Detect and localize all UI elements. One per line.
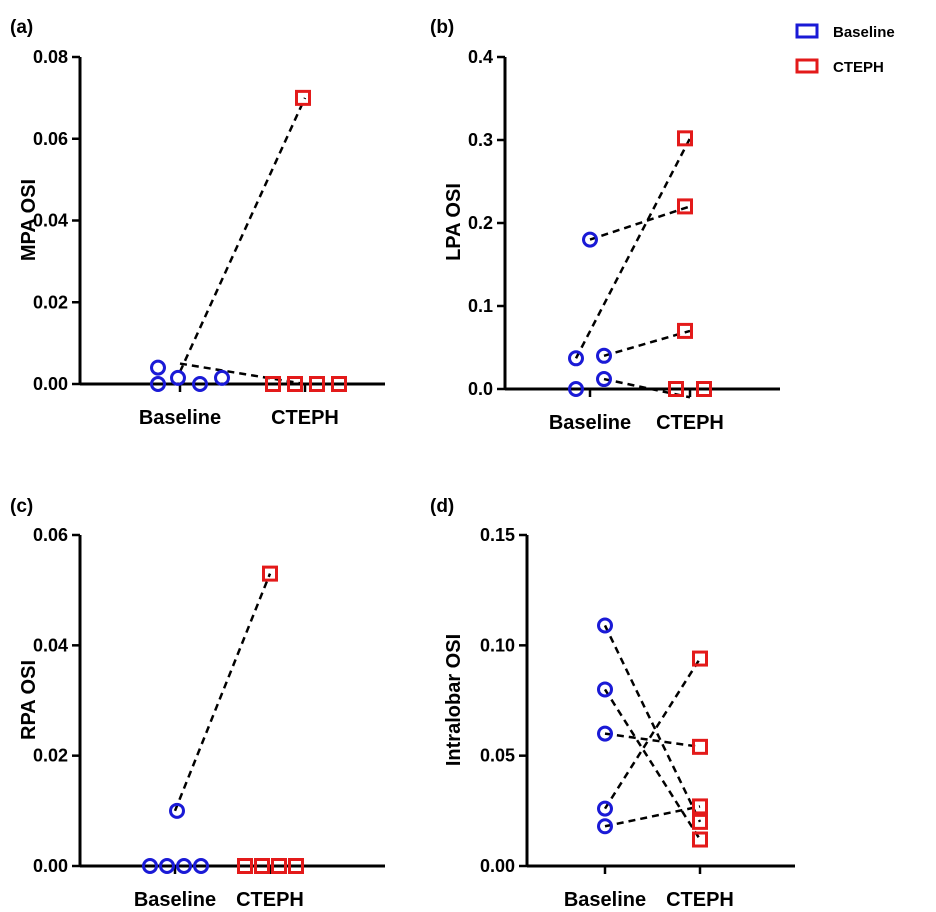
cteph-point xyxy=(287,376,303,392)
y-tick-label: 0.04 xyxy=(33,635,68,655)
paired-connector-line xyxy=(574,137,692,359)
x-tick-label: CTEPH xyxy=(656,412,724,434)
cteph-point xyxy=(331,376,347,392)
y-tick-label: 0.3 xyxy=(468,130,493,150)
y-tick-label: 0.2 xyxy=(468,213,493,233)
panel-label: (a) xyxy=(10,17,33,38)
paired-connector-line xyxy=(178,97,307,373)
paired-connector-line xyxy=(603,657,702,810)
baseline-point xyxy=(192,376,208,392)
cteph-point xyxy=(237,858,253,874)
cteph-point xyxy=(265,376,281,392)
panel-label: (d) xyxy=(430,496,454,517)
baseline-point xyxy=(169,802,185,819)
y-tick-label: 0.00 xyxy=(33,856,68,876)
baseline-point xyxy=(568,350,584,367)
paired-connector-line xyxy=(604,732,701,749)
y-axis-label: RPA OSI xyxy=(18,660,40,740)
baseline-point xyxy=(142,858,158,874)
x-tick-label: CTEPH xyxy=(271,407,339,429)
y-axis-label: MPA OSI xyxy=(18,179,40,261)
baseline-point xyxy=(170,369,186,386)
y-tick-label: 0.08 xyxy=(33,47,68,67)
cteph-point xyxy=(692,650,708,667)
panel-b: (b) LPA OSI 0.0 0.1 0.2 0.3 0.4 Baseline CTEPH xyxy=(430,17,780,434)
baseline-point xyxy=(597,818,613,835)
baseline-point xyxy=(159,858,175,874)
legend-swatch-cteph xyxy=(795,58,819,74)
y-tick-label: 0.00 xyxy=(33,374,68,394)
cteph-point xyxy=(677,130,693,147)
y-tick-label: 0.02 xyxy=(33,746,68,766)
paired-connector-line xyxy=(603,624,702,823)
legend-label-baseline: Baseline xyxy=(833,24,895,41)
paired-connector-line xyxy=(179,362,306,386)
legend-label-cteph: CTEPH xyxy=(833,59,884,76)
cteph-point xyxy=(295,89,311,106)
paired-connector-line xyxy=(604,805,701,828)
cteph-point xyxy=(692,738,708,755)
y-tick-label: 0.06 xyxy=(33,129,68,149)
baseline-point xyxy=(596,347,612,364)
baseline-point xyxy=(597,681,613,698)
legend: Baseline CTEPH xyxy=(795,23,895,76)
panel-c: (c) RPA OSI 0.00 0.02 0.04 0.06 Baseline CTEPH xyxy=(10,496,385,911)
cteph-point xyxy=(668,381,684,397)
baseline-point xyxy=(582,231,598,248)
cteph-point xyxy=(288,858,304,874)
panel-label: (c) xyxy=(10,496,33,517)
x-tick-label: CTEPH xyxy=(666,889,734,911)
x-tick-label: Baseline xyxy=(134,889,216,911)
baseline-point xyxy=(596,371,612,388)
cteph-point xyxy=(677,198,693,215)
panel-a: (a) MPA OSI 0.00 0.02 0.04 0.06 0.08 Baseline CT… xyxy=(10,17,385,429)
baseline-point xyxy=(193,858,209,874)
panels: (a) MPA OSI 0.00 0.02 0.04 0.06 0.08 Baseline CT… xyxy=(10,17,795,911)
cteph-point xyxy=(271,858,287,874)
y-tick-label: 0.05 xyxy=(480,746,515,766)
x-tick-label: Baseline xyxy=(549,412,631,434)
y-tick-label: 0.1 xyxy=(468,296,493,316)
y-tick-label: 0.15 xyxy=(480,525,515,545)
x-tick-label: CTEPH xyxy=(236,889,304,911)
cteph-point xyxy=(254,858,270,874)
y-tick-label: 0.00 xyxy=(480,856,515,876)
y-tick-label: 0.06 xyxy=(33,525,68,545)
cteph-point xyxy=(262,565,278,582)
paired-connector-line xyxy=(603,329,691,358)
cteph-point xyxy=(692,798,708,815)
cteph-point xyxy=(677,322,693,339)
panel-d: (d) Intralobar OSI 0.00 0.05 0.10 0.15 Baselin… xyxy=(430,496,795,911)
cteph-point xyxy=(696,381,712,397)
baseline-point xyxy=(597,617,613,634)
y-tick-label: 0.04 xyxy=(33,211,68,231)
paired-connector-line xyxy=(173,573,272,812)
baseline-point xyxy=(150,376,166,392)
y-tick-label: 0.02 xyxy=(33,292,68,312)
baseline-point xyxy=(176,858,192,874)
x-tick-label: Baseline xyxy=(139,407,221,429)
y-axis-label: LPA OSI xyxy=(443,183,465,261)
x-tick-label: Baseline xyxy=(564,889,646,911)
baseline-point xyxy=(597,800,613,817)
paired-connector-line xyxy=(589,205,691,241)
cteph-point xyxy=(692,831,708,848)
cteph-point xyxy=(692,813,708,830)
paired-connector-line xyxy=(603,688,702,841)
panel-label: (b) xyxy=(430,17,454,38)
y-tick-label: 0.0 xyxy=(468,379,493,399)
y-tick-label: 0.4 xyxy=(468,47,493,67)
baseline-point xyxy=(568,381,584,397)
baseline-point xyxy=(597,725,613,742)
baseline-point xyxy=(214,369,230,386)
y-axis-label: Intralobar OSI xyxy=(443,634,465,766)
legend-swatch-baseline xyxy=(795,23,819,39)
cteph-point xyxy=(309,376,325,392)
y-tick-label: 0.10 xyxy=(480,635,515,655)
baseline-point xyxy=(150,359,166,376)
